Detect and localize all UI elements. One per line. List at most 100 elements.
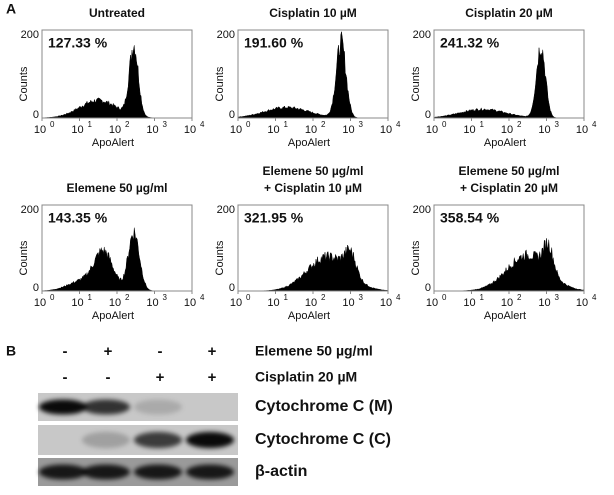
x-axis-label: ApoAlert [484, 310, 526, 322]
blot-band [82, 431, 130, 449]
histogram [41, 45, 192, 119]
x-tick-exponent: 0 [246, 293, 251, 302]
x-tick-base: 10 [184, 124, 196, 136]
y-axis-label: Counts [410, 240, 422, 275]
x-axis-label: ApoAlert [92, 137, 134, 149]
percent-label: 241.32 % [440, 35, 500, 51]
x-tick-base: 10 [71, 124, 83, 136]
x-tick-base: 10 [71, 297, 83, 309]
x-tick-base: 10 [34, 297, 46, 309]
percent-label: 358.54 % [440, 210, 500, 226]
x-tick-exponent: 2 [125, 120, 130, 129]
x-tick-base: 10 [342, 297, 354, 309]
treatment-sign: + [156, 369, 165, 386]
percent-label: 127.33 % [48, 35, 108, 51]
treatment-sign: + [104, 343, 113, 360]
x-tick-exponent: 0 [246, 120, 251, 129]
treatment-label: Cisplatin 20 µM [255, 369, 357, 385]
x-axis-label: ApoAlert [288, 310, 330, 322]
y-tick-label: 200 [21, 29, 39, 41]
treatment-sign: - [158, 343, 163, 360]
y-tick-label: 200 [413, 29, 431, 41]
x-tick-base: 10 [538, 297, 550, 309]
blot-band [186, 464, 234, 480]
x-tick-base: 10 [426, 297, 438, 309]
y-tick-label: 0 [33, 109, 39, 121]
x-tick-exponent: 2 [125, 293, 130, 302]
treatment-sign: - [63, 343, 68, 360]
x-tick-exponent: 4 [396, 293, 401, 302]
x-tick-base: 10 [109, 297, 121, 309]
y-axis-label: Counts [214, 66, 226, 101]
histogram [433, 238, 585, 292]
x-tick-base: 10 [426, 124, 438, 136]
x-tick-exponent: 1 [284, 293, 289, 302]
percent-label: 321.95 % [244, 210, 304, 226]
x-tick-base: 10 [109, 124, 121, 136]
x-axis-label: ApoAlert [288, 137, 330, 149]
x-tick-base: 10 [576, 297, 588, 309]
treatment-sign: + [208, 369, 217, 386]
x-tick-exponent: 3 [163, 120, 168, 129]
x-tick-base: 10 [380, 297, 392, 309]
x-tick-exponent: 3 [163, 293, 168, 302]
x-tick-exponent: 4 [200, 120, 205, 129]
y-axis-label: Counts [410, 66, 422, 101]
band-group [39, 399, 182, 415]
histogram [433, 47, 584, 119]
x-tick-base: 10 [230, 297, 242, 309]
treatment-label: Elemene 50 µg/ml [255, 343, 373, 359]
x-tick-exponent: 4 [396, 120, 401, 129]
x-tick-exponent: 2 [321, 120, 326, 129]
blot-band [186, 431, 234, 449]
band-label: Cytochrome C (M) [255, 398, 393, 415]
x-tick-exponent: 1 [88, 120, 93, 129]
panel-label: A [6, 1, 16, 17]
y-tick-label: 200 [413, 204, 431, 216]
x-tick-base: 10 [305, 124, 317, 136]
y-axis-label: Counts [18, 240, 30, 275]
plot-title: Untreated [89, 6, 145, 20]
x-tick-base: 10 [146, 124, 158, 136]
y-tick-label: 0 [33, 282, 39, 294]
blot-band [82, 464, 130, 480]
plot-title: + Cisplatin 10 µM [264, 181, 362, 195]
x-tick-base: 10 [230, 124, 242, 136]
y-tick-label: 200 [21, 204, 39, 216]
blot-band [39, 399, 87, 415]
x-tick-exponent: 4 [200, 293, 205, 302]
x-tick-exponent: 0 [442, 120, 447, 129]
x-tick-exponent: 0 [442, 293, 447, 302]
percent-label: 191.60 % [244, 35, 304, 51]
x-axis-label: ApoAlert [484, 137, 526, 149]
plot-title: Elemene 50 µg/ml [67, 181, 168, 195]
plot-title: Elemene 50 µg/ml [459, 164, 560, 178]
y-tick-label: 200 [217, 204, 235, 216]
band-group [39, 464, 234, 480]
y-tick-label: 0 [229, 109, 235, 121]
x-tick-base: 10 [305, 297, 317, 309]
x-tick-base: 10 [380, 124, 392, 136]
blot-band [134, 399, 182, 415]
blot-band [134, 431, 182, 449]
treatment-sign: - [106, 369, 111, 386]
x-tick-exponent: 3 [555, 293, 560, 302]
blot-band [39, 464, 87, 480]
band-label: Cytochrome C (C) [255, 431, 391, 448]
y-tick-label: 0 [425, 282, 431, 294]
x-tick-base: 10 [501, 297, 513, 309]
x-axis-label: ApoAlert [92, 310, 134, 322]
x-tick-base: 10 [576, 124, 588, 136]
x-tick-exponent: 4 [592, 293, 597, 302]
x-tick-base: 10 [146, 297, 158, 309]
x-tick-exponent: 0 [50, 293, 55, 302]
x-tick-exponent: 0 [50, 120, 55, 129]
x-tick-base: 10 [267, 124, 279, 136]
x-tick-exponent: 3 [359, 293, 364, 302]
x-tick-exponent: 3 [555, 120, 560, 129]
y-tick-label: 0 [229, 282, 235, 294]
x-tick-exponent: 3 [359, 120, 364, 129]
blot-band [82, 399, 130, 415]
x-tick-base: 10 [267, 297, 279, 309]
